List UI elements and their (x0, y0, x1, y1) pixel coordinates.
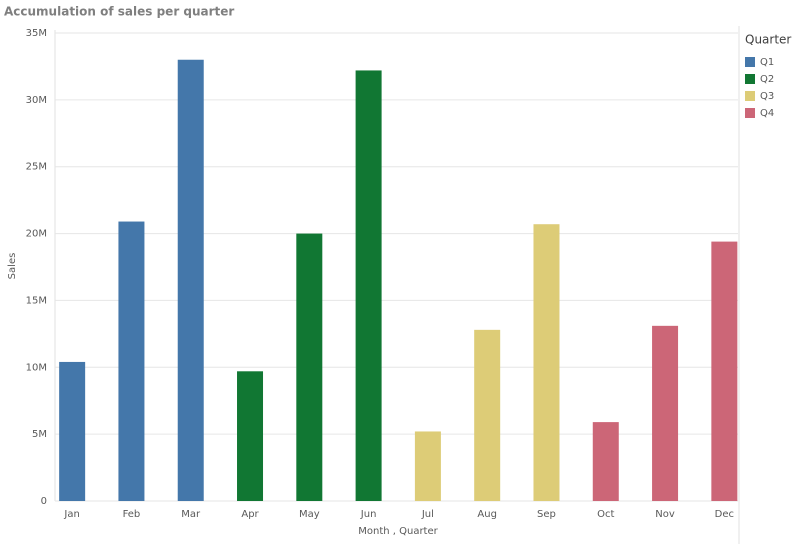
legend-swatch[interactable] (745, 91, 755, 101)
bar (296, 233, 323, 502)
x-tick-label: Jan (63, 509, 79, 520)
y-tick-label: 10M (26, 362, 47, 373)
y-tick-label: 15M (26, 295, 47, 306)
x-tick-label: Aug (477, 509, 497, 520)
bar (592, 422, 619, 501)
legend-label[interactable]: Q3 (760, 91, 774, 102)
x-tick-label: Dec (715, 509, 734, 520)
bar (652, 325, 679, 501)
y-tick-label: 35M (26, 28, 47, 39)
y-axis-title: Sales (7, 253, 18, 280)
legend-swatch[interactable] (745, 57, 755, 67)
bar (59, 361, 86, 501)
y-tick-label: 25M (26, 162, 47, 173)
bar (533, 224, 560, 501)
x-tick-label: Oct (597, 509, 614, 520)
y-tick-label: 30M (26, 95, 47, 106)
legend-swatch[interactable] (745, 108, 755, 118)
y-tick-label: 5M (32, 429, 47, 440)
bar (237, 371, 264, 501)
y-tick-label: 0 (41, 496, 47, 507)
legend-swatch[interactable] (745, 74, 755, 84)
x-axis-title: Month , Quarter (358, 526, 438, 537)
x-tick-label: May (299, 509, 320, 520)
legend-label[interactable]: Q1 (760, 57, 774, 68)
legend-label[interactable]: Q4 (760, 108, 774, 119)
x-tick-label: Mar (181, 509, 201, 520)
bar (355, 70, 382, 501)
bar (474, 329, 501, 501)
x-tick-label: Apr (241, 509, 259, 520)
y-tick-label: 20M (26, 229, 47, 240)
x-tick-label: Sep (537, 509, 556, 520)
x-tick-label: Feb (123, 509, 141, 520)
bar (414, 431, 441, 501)
legend-title: Quarter (745, 33, 791, 47)
chart-title: Accumulation of sales per quarter (4, 5, 234, 19)
x-tick-label: Jun (360, 509, 377, 520)
bar (118, 221, 145, 501)
x-tick-label: Nov (655, 509, 675, 520)
bar (711, 241, 738, 501)
x-tick-label: Jul (421, 509, 434, 520)
bar (177, 59, 204, 501)
legend-label[interactable]: Q2 (760, 74, 774, 85)
